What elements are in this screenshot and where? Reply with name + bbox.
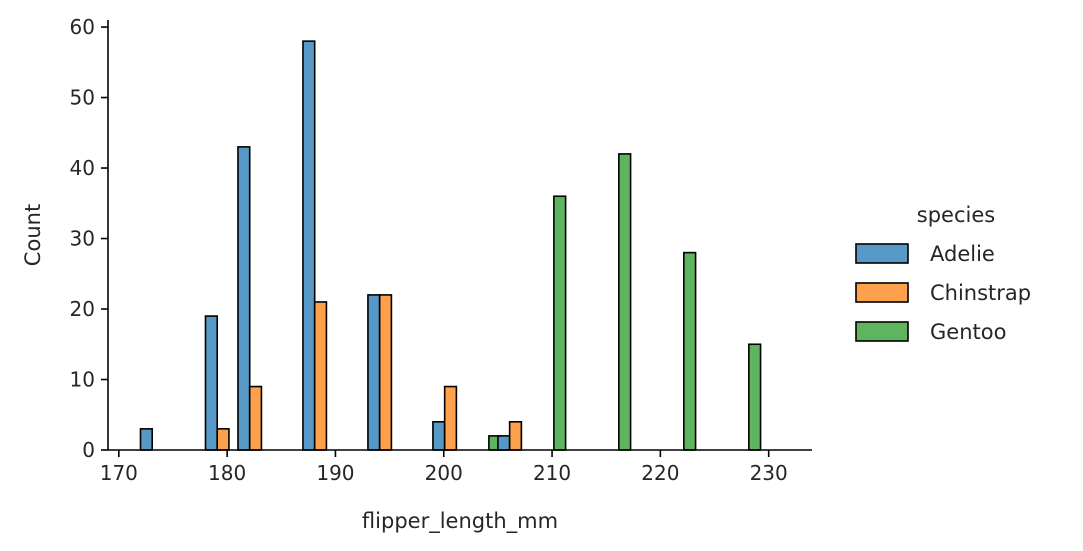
y-tick-label-40: 40 [70, 156, 95, 180]
y-axis-label: Count [21, 204, 45, 266]
bar-adelie-193 [367, 294, 381, 451]
bar-adelie-199 [432, 421, 446, 451]
bar-gentoo-214 [618, 153, 632, 451]
y-tick-label-50: 50 [70, 86, 95, 110]
legend-swatch-gentoo [855, 321, 909, 342]
legend-label-chinstrap: Chinstrap [930, 281, 1031, 305]
y-tick-label-60: 60 [70, 15, 95, 39]
legend-items: Adelie Chinstrap Gentoo [855, 242, 1031, 344]
legend-label-adelie: Adelie [930, 242, 995, 266]
bar-chinstrap-205 [508, 421, 523, 451]
bar-adelie-172 [139, 428, 154, 451]
x-ticks: 170 180 190 200 210 220 230 [100, 450, 788, 485]
legend-swatch-chinstrap [855, 282, 909, 303]
x-tick-label-230: 230 [750, 461, 788, 485]
legend: species Adelie Chinstrap Gentoo [855, 203, 1031, 344]
bar-gentoo-220 [683, 251, 697, 451]
bar-chinstrap-199 [443, 385, 458, 451]
x-axis-label: flipper_length_mm [362, 509, 558, 534]
bars-layer [139, 40, 762, 451]
y-tick-label-0: 0 [82, 438, 95, 462]
x-tick-label-220: 220 [641, 461, 679, 485]
bar-chinstrap-187 [313, 301, 328, 451]
y-ticks: 0 10 20 30 40 50 60 [70, 15, 108, 462]
x-tick-label-200: 200 [425, 461, 463, 485]
y-tick-label-10: 10 [70, 368, 95, 392]
x-tick-label-180: 180 [208, 461, 246, 485]
bar-adelie-181 [237, 146, 251, 451]
bar-adelie-187 [302, 40, 316, 451]
bar-chinstrap-181 [248, 385, 263, 451]
bar-adelie-178 [204, 315, 219, 451]
x-tick-label-210: 210 [533, 461, 571, 485]
legend-title: species [917, 203, 995, 227]
y-tick-label-30: 30 [70, 227, 95, 251]
y-tick-label-20: 20 [70, 297, 95, 321]
axes-layer [107, 20, 812, 451]
x-tick-label-190: 190 [316, 461, 354, 485]
bar-chinstrap-193 [378, 294, 393, 451]
bar-gentoo-226 [748, 343, 762, 451]
x-tick-label-170: 170 [100, 461, 138, 485]
legend-label-gentoo: Gentoo [930, 320, 1006, 344]
legend-swatch-adelie [855, 243, 909, 264]
bar-gentoo-208 [553, 195, 567, 451]
bar-adelie-205 [497, 435, 511, 451]
bar-chinstrap-178 [216, 428, 230, 451]
